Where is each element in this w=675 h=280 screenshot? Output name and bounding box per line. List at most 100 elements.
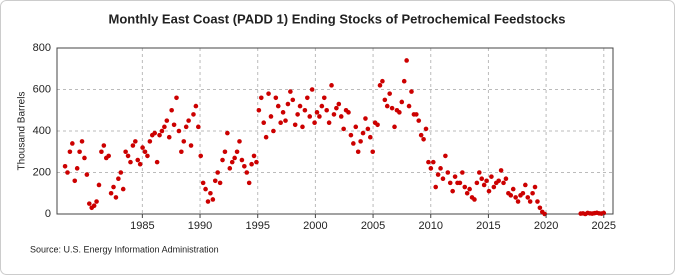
point — [169, 107, 174, 113]
point — [210, 197, 216, 202]
point — [130, 143, 136, 148]
point — [135, 157, 141, 163]
point — [452, 174, 458, 179]
point — [84, 172, 90, 177]
point — [409, 89, 414, 94]
point — [421, 137, 426, 142]
point — [399, 99, 405, 105]
point — [200, 180, 206, 186]
point — [191, 112, 196, 117]
point — [334, 105, 339, 111]
point — [251, 153, 257, 159]
point — [503, 176, 509, 182]
y-tick-label: 600 — [33, 83, 51, 95]
point — [324, 107, 329, 113]
point — [433, 184, 439, 190]
point — [300, 124, 305, 130]
point — [457, 180, 463, 186]
point — [384, 103, 390, 109]
point — [290, 97, 296, 103]
point — [111, 184, 116, 190]
point — [464, 190, 470, 196]
point — [225, 130, 230, 136]
point — [387, 91, 392, 96]
point — [123, 149, 128, 155]
point — [82, 155, 87, 161]
point — [271, 128, 276, 134]
point — [280, 110, 286, 115]
point — [535, 199, 540, 204]
point — [198, 153, 204, 159]
point — [186, 118, 191, 123]
point — [319, 103, 325, 109]
point — [392, 124, 397, 130]
point — [179, 149, 184, 155]
y-tick-label: 400 — [33, 125, 51, 137]
point — [237, 139, 242, 144]
x-tick-label: 2025 — [592, 220, 616, 232]
point — [491, 184, 497, 190]
point — [375, 122, 380, 128]
point — [145, 153, 150, 159]
point — [273, 95, 279, 101]
point — [203, 186, 208, 192]
point — [472, 197, 477, 202]
point — [288, 89, 293, 94]
point — [467, 186, 472, 192]
point — [193, 103, 199, 109]
point — [86, 201, 92, 206]
point — [351, 141, 356, 146]
point — [360, 130, 366, 136]
point — [401, 78, 407, 84]
y-tick-label: 800 — [33, 42, 51, 54]
point — [380, 78, 385, 84]
point — [331, 112, 337, 117]
point — [462, 184, 468, 190]
point — [450, 188, 455, 194]
point — [246, 180, 252, 186]
point — [496, 178, 501, 184]
x-tick-label: 1990 — [188, 220, 212, 232]
point — [508, 193, 514, 198]
point — [263, 134, 269, 140]
point — [447, 180, 453, 186]
point — [256, 107, 262, 113]
point — [414, 112, 419, 117]
point — [72, 178, 78, 184]
point — [152, 130, 158, 136]
source: Source: U.S. Energy Information Administ… — [30, 244, 219, 254]
x-tick-label: 1985 — [130, 220, 154, 232]
point — [365, 126, 371, 132]
point — [62, 163, 68, 169]
point — [484, 178, 489, 184]
x-tick-label: 1995 — [245, 220, 269, 232]
point — [285, 101, 291, 107]
point — [239, 157, 245, 163]
point — [128, 159, 133, 165]
point — [268, 114, 274, 119]
point — [336, 101, 342, 107]
point — [435, 172, 441, 177]
point — [212, 178, 218, 184]
point — [530, 190, 535, 196]
point — [227, 166, 233, 171]
point — [137, 161, 143, 167]
point — [222, 149, 228, 155]
x-tick-label: 2005 — [361, 220, 385, 232]
point — [314, 110, 320, 115]
point — [147, 139, 153, 144]
point — [498, 168, 504, 173]
point — [77, 149, 82, 155]
point — [258, 95, 264, 101]
point — [382, 97, 388, 103]
point — [79, 139, 85, 144]
point — [489, 174, 494, 179]
point — [133, 139, 138, 144]
point — [292, 122, 298, 128]
point — [348, 132, 354, 138]
point — [234, 149, 240, 155]
point — [96, 182, 102, 188]
